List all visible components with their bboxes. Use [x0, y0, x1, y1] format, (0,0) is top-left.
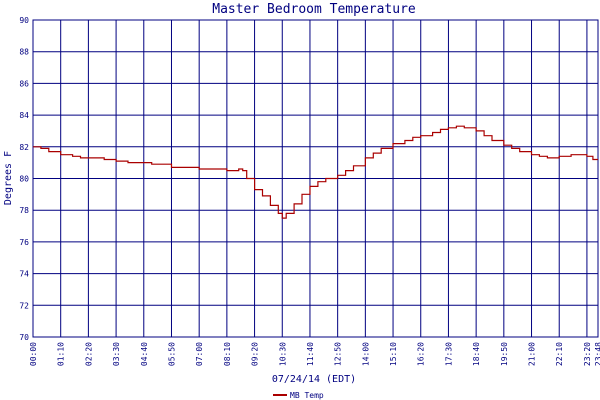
x-axis-label: 07/24/14 (EDT) [272, 374, 356, 385]
y-tick-label: 90 [19, 16, 29, 25]
x-tick-label: 19:50 [500, 342, 509, 366]
x-tick-label: 22:10 [555, 342, 564, 366]
series-line-mb-temp [33, 125, 598, 219]
x-tick-label: 11:40 [306, 342, 315, 366]
chart-title: Master Bedroom Temperature [212, 2, 416, 17]
x-tick-label: 01:10 [57, 342, 66, 366]
x-tick-labels: 00:00 01:10 02:20 03:30 04:40 05:50 07:00 08:10… [29, 342, 600, 366]
x-tick-label: 00:00 [29, 342, 38, 366]
x-tick-label: 14:00 [361, 342, 370, 366]
y-tick-label: 76 [19, 238, 29, 247]
x-tick-label: 03:30 [112, 342, 121, 366]
y-tick-label: 88 [19, 48, 29, 57]
legend-label: MB Temp [290, 391, 324, 400]
grid [32, 19, 599, 338]
x-tick-label: 18:40 [472, 342, 481, 366]
y-tick-labels: 90 88 86 84 82 80 78 76 74 72 70 [19, 16, 29, 342]
y-tick-label: 86 [19, 79, 29, 88]
y-tick-label: 84 [19, 111, 29, 120]
y-tick-label: 70 [19, 333, 29, 342]
y-tick-label: 82 [19, 143, 29, 152]
x-tick-label: 07:00 [195, 342, 204, 366]
x-tick-label: 02:20 [84, 342, 93, 366]
x-tick-label: 23:20 [583, 342, 592, 366]
x-tick-label: 08:10 [223, 342, 232, 366]
y-tick-label: 80 [19, 175, 29, 184]
x-tick-label: 17:30 [444, 342, 453, 366]
x-tick-label: 05:50 [167, 342, 176, 366]
x-tick-label: 23:48 [594, 342, 600, 366]
x-tick-label: 12:50 [334, 342, 343, 366]
y-tick-label: 78 [19, 206, 29, 215]
x-tick-label: 10:30 [278, 342, 287, 366]
series-layer [33, 125, 598, 219]
y-axis-label: Degrees F [3, 151, 14, 205]
x-tick-label: 21:00 [528, 342, 537, 366]
y-tick-label: 74 [19, 270, 29, 279]
legend: MB Temp [273, 391, 324, 400]
x-tick-label: 09:20 [251, 342, 260, 366]
x-tick-label: 16:20 [417, 342, 426, 366]
x-tick-label: 04:40 [140, 342, 149, 366]
y-tick-label: 72 [19, 301, 29, 310]
x-tick-label: 15:10 [389, 342, 398, 366]
